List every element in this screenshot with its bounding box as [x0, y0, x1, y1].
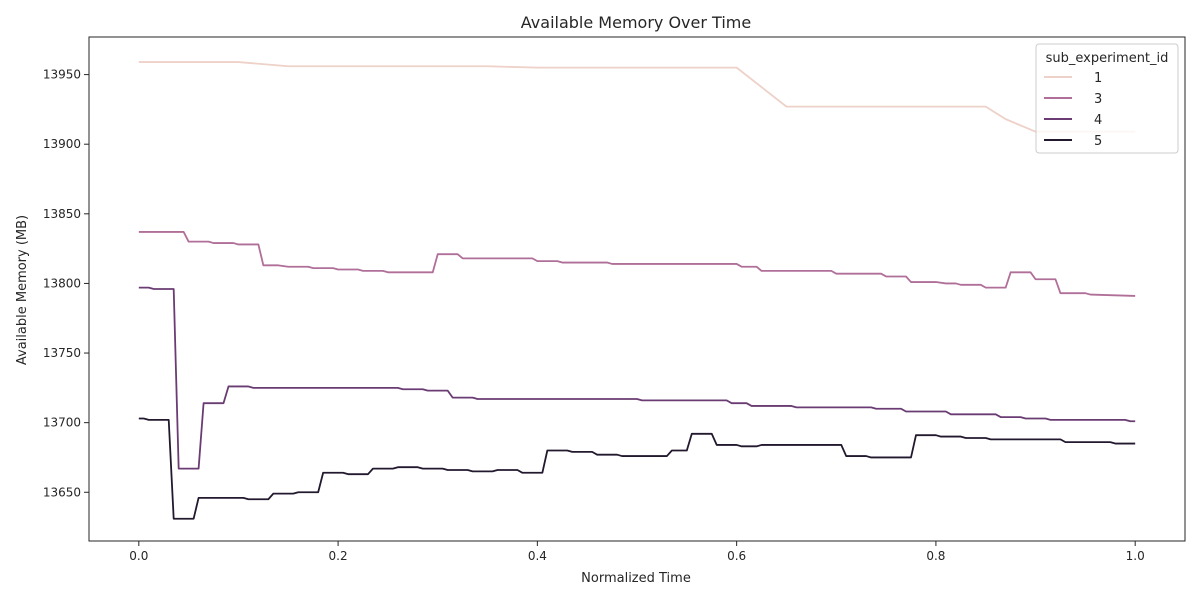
y-tick-label: 13650: [43, 485, 81, 499]
y-tick-label: 13950: [43, 68, 81, 82]
legend-box: [1035, 43, 1179, 154]
series-line-5: [138, 417, 1136, 520]
plot-area-frame: [88, 36, 1186, 542]
legend-entry-4: 4: [1094, 113, 1102, 128]
legend-entry-5: 5: [1094, 134, 1102, 149]
y-tick-label: 13800: [43, 276, 81, 290]
x-axis: 0.0 0.2 0.4 0.6 0.8 1.0: [129, 541, 1145, 563]
y-tick-label: 13850: [43, 207, 81, 221]
chart-title: Available Memory Over Time: [521, 13, 751, 32]
y-tick-label: 13900: [43, 137, 81, 151]
x-tick-label: 0.4: [528, 549, 547, 563]
y-tick-label: 13700: [43, 416, 81, 430]
legend-entry-3: 3: [1094, 92, 1102, 107]
x-tick-label: 0.8: [926, 549, 945, 563]
series-line-3: [138, 231, 1136, 297]
x-tick-label: 0.6: [727, 549, 746, 563]
y-axis-label: Available Memory (MB): [15, 215, 30, 365]
legend-entry-1: 1: [1094, 71, 1102, 86]
legend: sub_experiment_id 1 3 4 5: [1035, 43, 1179, 154]
x-tick-label: 1.0: [1126, 549, 1145, 563]
series-lines: [138, 61, 1136, 520]
series-line-1: [138, 61, 1136, 133]
y-tick-label: 13750: [43, 346, 81, 360]
series-line-4: [138, 286, 1136, 470]
x-axis-label: Normalized Time: [581, 571, 691, 586]
x-tick-label: 0.0: [129, 549, 148, 563]
x-tick-label: 0.2: [329, 549, 348, 563]
y-axis: 13650 13700 13750 13800 13850 13900 13950: [43, 68, 89, 499]
legend-title: sub_experiment_id: [1046, 51, 1169, 66]
